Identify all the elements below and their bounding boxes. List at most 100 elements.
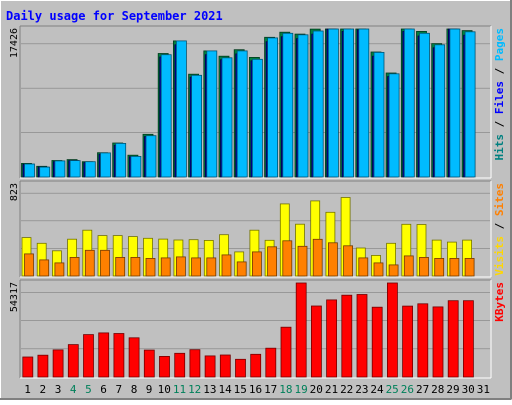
visits-bar-sites-day-10	[160, 257, 171, 277]
axis-legend-part: KBytes	[493, 282, 506, 322]
axis-legend-part: Visits	[493, 236, 506, 276]
visits-max-label: 823	[9, 183, 20, 201]
visits-bar-sites-day-24	[373, 262, 384, 277]
kbytes-bar-kbytes-day-3	[52, 349, 64, 378]
kbytes-bar-kbytes-day-19	[295, 282, 307, 378]
kbytes-bar-kbytes-day-1	[22, 356, 34, 378]
hits-bar-pages-day-30	[464, 31, 476, 178]
hits-bar-pages-day-17	[267, 37, 279, 178]
day-label-10: 10	[158, 383, 171, 396]
visits-bar-sites-day-16	[251, 251, 262, 277]
kbytes-bar-kbytes-day-16	[250, 353, 262, 378]
axis-legend-part: Files	[493, 81, 506, 114]
kbytes-bar-kbytes-day-4	[67, 344, 79, 378]
visits-bar-sites-day-4	[69, 256, 80, 277]
day-label-9: 9	[146, 383, 153, 396]
kbytes-bar-kbytes-day-8	[128, 337, 140, 378]
visits-bar-sites-day-20	[312, 238, 323, 277]
visits-bar-sites-day-3	[54, 262, 65, 277]
day-label-24: 24	[370, 383, 384, 396]
visits-panel: 823 Visits / Sites	[9, 180, 506, 278]
hits-bar-pages-day-19	[297, 34, 309, 178]
visits-bar-sites-day-14	[221, 254, 232, 277]
visits-bar-sites-day-15	[236, 261, 247, 277]
day-label-16: 16	[249, 383, 262, 396]
day-label-12: 12	[188, 383, 201, 396]
visits-bar-sites-day-18	[282, 240, 293, 277]
hits-bar-pages-day-24	[373, 52, 385, 178]
day-label-11: 11	[173, 383, 186, 396]
hits-bar-pages-day-10	[160, 54, 172, 178]
visits-bar-sites-day-23	[358, 257, 369, 277]
day-label-13: 13	[203, 383, 216, 396]
visits-bar-sites-day-29	[449, 257, 460, 277]
hits-bar-pages-day-29	[449, 28, 461, 178]
day-label-25: 25	[386, 383, 399, 396]
day-label-30: 30	[462, 383, 475, 396]
hits-bar-pages-day-8	[130, 155, 142, 178]
kbytes-bar-kbytes-day-14	[219, 354, 231, 378]
hits-bar-pages-day-1	[24, 163, 35, 178]
day-label-1: 1	[24, 383, 31, 396]
kbytes-bar-kbytes-day-13	[204, 355, 216, 378]
kbytes-bar-kbytes-day-5	[83, 334, 94, 378]
kbytes-panel: 54317 KBytes	[9, 279, 506, 379]
kbytes-bar-kbytes-day-10	[159, 355, 170, 378]
kbytes-bar-kbytes-day-15	[235, 358, 246, 378]
kbytes-bar-kbytes-day-28	[432, 306, 444, 378]
visits-axis-legend: Visits / Sites	[493, 183, 506, 276]
kbytes-bar-kbytes-day-20	[310, 305, 322, 378]
day-label-17: 17	[264, 383, 277, 396]
day-label-21: 21	[325, 383, 338, 396]
kbytes-bar-kbytes-day-26	[402, 305, 414, 378]
visits-bar-sites-day-26	[403, 255, 414, 277]
kbytes-bar-kbytes-day-24	[371, 306, 383, 378]
day-label-23: 23	[355, 383, 368, 396]
kbytes-bar-kbytes-day-2	[37, 354, 49, 378]
axis-legend-part: Sites	[493, 183, 506, 216]
visits-bar-sites-day-30	[464, 257, 475, 277]
hits-bar-pages-day-4	[69, 160, 81, 178]
hits-bar-pages-day-18	[282, 32, 294, 178]
kbytes-bar-kbytes-day-29	[447, 300, 459, 378]
day-label-6: 6	[100, 383, 107, 396]
visits-bar-sites-day-17	[267, 246, 278, 277]
visits-bar-sites-day-22	[343, 245, 354, 277]
hits-bar-pages-day-7	[115, 142, 127, 178]
visits-bar-sites-day-25	[388, 264, 399, 277]
axis-legend-part: /	[493, 216, 506, 236]
kbytes-bar-kbytes-day-25	[386, 282, 398, 378]
hits-bar-pages-day-27	[419, 32, 430, 178]
day-label-18: 18	[279, 383, 292, 396]
visits-bar-sites-day-11	[175, 256, 186, 277]
kbytes-bar-kbytes-day-17	[265, 347, 277, 378]
kbytes-bar-kbytes-day-11	[174, 352, 186, 378]
chart-panels: 17426 Hits / Files / Pages 823 Visits / Sit…	[9, 25, 506, 379]
visits-bar-sites-day-8	[130, 256, 141, 277]
visits-bar-sites-day-2	[39, 259, 50, 277]
hits-bar-pages-day-25	[388, 73, 400, 178]
chart-title: Daily usage for September 2021	[6, 9, 223, 23]
hits-bar-pages-day-13	[206, 50, 218, 178]
kbytes-bar-kbytes-day-7	[113, 333, 125, 378]
kbytes-bar-kbytes-day-30	[462, 300, 474, 378]
day-tick-labels: 1 2 3 4 5 6 7 8 9 10 11 12 13 14 15 16 17 18 19 20 21 22 23 24 2…	[24, 383, 490, 396]
kbytes-bar-kbytes-day-27	[417, 303, 429, 378]
visits-bar-sites-day-28	[434, 257, 445, 277]
day-label-14: 14	[218, 383, 232, 396]
axis-legend-part: Hits	[493, 134, 506, 161]
kbytes-bar-kbytes-day-12	[189, 349, 201, 378]
day-label-31: 31	[477, 383, 490, 396]
hits-bar-pages-day-16	[251, 58, 263, 178]
day-label-5: 5	[85, 383, 92, 396]
hits-bar-pages-day-21	[327, 28, 339, 178]
day-label-19: 19	[294, 383, 307, 396]
hits-panel: 17426 Hits / Files / Pages	[9, 25, 506, 179]
kbytes-max-label: 54317	[9, 282, 20, 312]
hits-max-label: 17426	[9, 28, 20, 58]
day-label-20: 20	[310, 383, 323, 396]
hits-bar-pages-day-26	[403, 28, 415, 178]
kbytes-bar-kbytes-day-21	[326, 299, 338, 378]
